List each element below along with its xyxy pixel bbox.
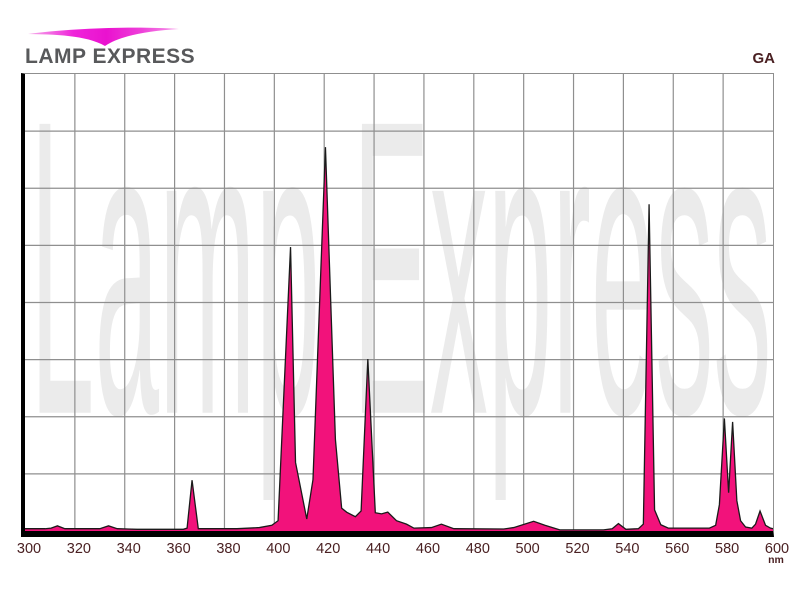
spectrum-outline — [25, 147, 773, 531]
x-tick-label: 540 — [615, 541, 640, 557]
x-tick-label: 340 — [116, 541, 141, 557]
x-tick-label: 420 — [316, 541, 341, 557]
chart-canvas — [25, 74, 773, 531]
x-tick-label: 440 — [365, 541, 391, 557]
x-tick-label: 380 — [216, 541, 241, 557]
x-tick-label: 360 — [166, 541, 191, 557]
x-tick-label: 500 — [515, 541, 540, 557]
logo-text: LAMP EXPRESS — [25, 45, 196, 68]
x-axis-unit: nm — [768, 554, 784, 566]
x-tick-label: 560 — [665, 541, 690, 557]
logo-swoosh-icon — [28, 27, 179, 46]
lamp-model-label: GA — [752, 50, 776, 67]
x-tick-label: 600 — [764, 541, 790, 557]
x-tick-label: 520 — [565, 541, 590, 557]
x-tick-label: 400 — [266, 541, 291, 557]
spectrum-chart: Lamp Express — [21, 73, 774, 537]
x-tick-label: 580 — [715, 541, 740, 557]
x-tick-label: 300 — [16, 541, 42, 557]
x-tick-label: 460 — [415, 541, 441, 557]
x-tick-label: 320 — [66, 541, 91, 557]
x-tick-label: 480 — [465, 541, 490, 557]
